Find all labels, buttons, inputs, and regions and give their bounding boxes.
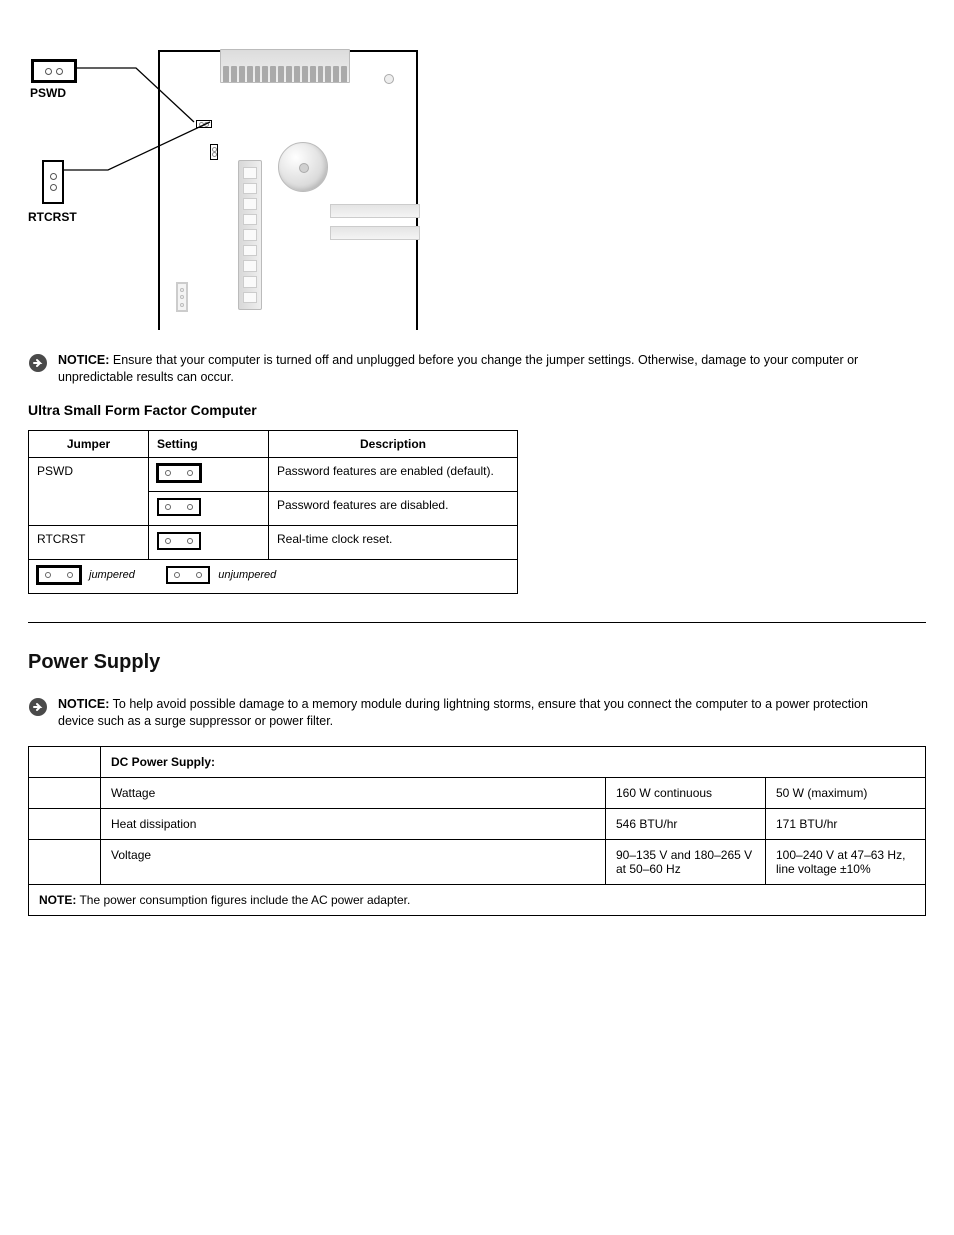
- slot-a: [330, 204, 420, 218]
- notice-icon: [28, 353, 48, 386]
- legend-open-label: unjumpered: [218, 569, 276, 581]
- edge-connector: [220, 49, 350, 83]
- pt-r2-c2: Heat dissipation: [101, 808, 606, 839]
- pt-r3-c3: 90–135 V and 180–265 V at 50–60 Hz: [606, 839, 766, 884]
- pt-r1-c4: 50 W (maximum): [766, 777, 926, 808]
- pt-r1-c1: [29, 777, 101, 808]
- pt-note-label: NOTE:: [39, 893, 76, 907]
- aux-connector: [176, 282, 188, 312]
- pswd-callout: [32, 60, 76, 82]
- notice-title: NOTICE:: [58, 353, 109, 367]
- jt-label-pswd: PSWD: [29, 457, 149, 525]
- notice-icon: [28, 697, 48, 730]
- motherboard-diagram: PSWD RTCRST: [28, 20, 418, 330]
- rtcrst-leader: [64, 120, 224, 180]
- jumper-section-heading: Ultra Small Form Factor Computer: [28, 402, 926, 418]
- pt-note-text: The power consumption figures include th…: [79, 893, 410, 907]
- jt-col-desc: Description: [269, 430, 518, 457]
- pt-r1-c2: Wattage: [101, 777, 606, 808]
- jumper-open-icon: [157, 532, 201, 550]
- jt-col-jumper: Jumper: [29, 430, 149, 457]
- notice-title: NOTICE:: [58, 697, 109, 711]
- jumper-closed-icon: [157, 464, 201, 482]
- pt-note: NOTE: The power consumption figures incl…: [29, 884, 926, 915]
- rtcrst-callout: [42, 160, 64, 204]
- pt-r3-c4: 100–240 V at 47–63 Hz, line voltage ±10%: [766, 839, 926, 884]
- pt-head: [29, 746, 101, 777]
- jt-desc-1: Password features are disabled.: [269, 491, 518, 525]
- power-table: DC Power Supply: Wattage 160 W continuou…: [28, 746, 926, 916]
- slot-b: [330, 226, 420, 240]
- legend-open-icon: [166, 566, 210, 584]
- pt-head-label: DC Power Supply:: [101, 746, 926, 777]
- pt-r1-c3: 160 W continuous: [606, 777, 766, 808]
- pt-r2-c1: [29, 808, 101, 839]
- notice-body: To help avoid possible damage to a memor…: [58, 697, 868, 728]
- pswd-label: PSWD: [30, 86, 66, 100]
- jumper-table: Jumper Setting Description PSWD Password…: [28, 430, 518, 594]
- cmos-battery: [278, 142, 328, 192]
- legend-closed-icon: [37, 566, 81, 584]
- jt-setting-open: [149, 491, 269, 525]
- notice-body: Ensure that your computer is turned off …: [58, 353, 858, 384]
- jumper-open-icon: [157, 498, 201, 516]
- jt-setting-closed: [149, 457, 269, 491]
- jt-desc-0: Password features are enabled (default).: [269, 457, 518, 491]
- mount-hole: [384, 74, 394, 84]
- notice-jumper: NOTICE: Ensure that your computer is tur…: [28, 352, 898, 386]
- power-connector: [238, 160, 262, 310]
- pt-r2-c3: 546 BTU/hr: [606, 808, 766, 839]
- pt-r3-c2: Voltage: [101, 839, 606, 884]
- section-divider: [28, 622, 926, 623]
- pt-r3-c1: [29, 839, 101, 884]
- power-section-heading: Power Supply: [28, 651, 926, 674]
- notice-power: NOTICE: To help avoid possible damage to…: [28, 696, 898, 730]
- legend-closed-label: jumpered: [89, 569, 135, 581]
- jt-col-setting: Setting: [149, 430, 269, 457]
- pt-r2-c4: 171 BTU/hr: [766, 808, 926, 839]
- jt-setting-open2: [149, 525, 269, 559]
- jt-legend: jumpered unjumpered: [29, 559, 518, 593]
- rtcrst-label: RTCRST: [28, 210, 77, 224]
- jt-label-rtcrst: RTCRST: [29, 525, 149, 559]
- jt-desc-2: Real-time clock reset.: [269, 525, 518, 559]
